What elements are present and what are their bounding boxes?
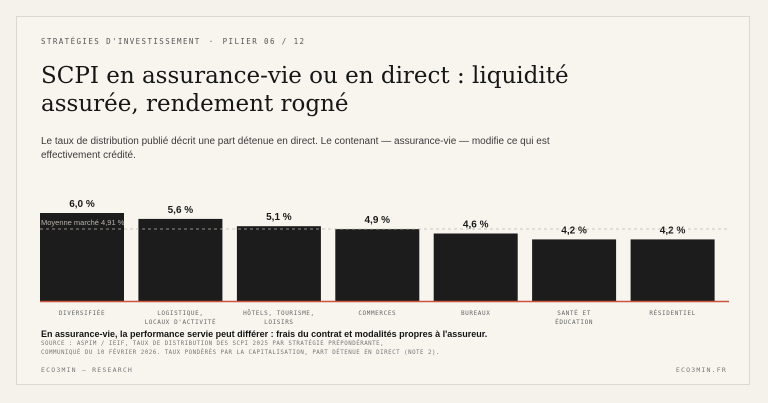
bar-value-label-5: 4,2 % (561, 225, 587, 236)
subtitle: Le taux de distribution publié décrit un… (41, 136, 550, 161)
category-label-5-1: ÉDUCATION (555, 318, 593, 326)
category-label-5-0: SANTÉ ET (557, 309, 591, 317)
bar-value-label-1: 5,6 % (168, 205, 194, 216)
bar-value-label-2: 5,1 % (266, 212, 292, 223)
footer-site: eco3min.fr (675, 366, 727, 374)
bar-4 (433, 233, 518, 301)
category-label-2-1: LOISIRS (264, 319, 294, 326)
bar-3 (335, 229, 420, 301)
bar-value-label-0: 6,0 % (69, 199, 95, 210)
footer-brand: Eco3min — Research (41, 366, 134, 374)
category-label-3-0: COMMERCES (358, 310, 396, 317)
category-label-1-0: LOGISTIQUE, (157, 310, 203, 317)
category-label-6-0: RÉSIDENTIEL (649, 309, 695, 317)
source-line-1: Source : ASPIM / IEIF, taux de distribut… (41, 341, 385, 347)
source-note: Source : ASPIM / IEIF, taux de distribut… (41, 340, 691, 358)
bar-1 (138, 218, 223, 301)
source-line-2: communiqué du 10 février 2026. Taux pond… (41, 350, 441, 356)
chart-card: Stratégies d'investissement · Pilier 06 / … (16, 16, 750, 385)
kicker-right: Pilier 06 / 12 (222, 37, 306, 46)
kicker-left: Stratégies d'investissement (41, 37, 201, 46)
bar-value-label-3: 4,9 % (365, 215, 391, 226)
kicker: Stratégies d'investissement · Pilier 06 / … (41, 37, 305, 46)
bar-5 (532, 239, 617, 301)
bar-0 (40, 213, 124, 301)
kicker-separator: · (208, 37, 215, 46)
bar-value-label-4: 4,6 % (463, 220, 489, 231)
category-label-1-1: LOCAUX D'ACTIVITÉ (145, 318, 217, 326)
bar-chart: 6,0 % DIVERSIFIÉE 5,6 % LOGISTIQUE,LOCAUX D… (40, 199, 729, 326)
page-title: SCPI en assurance-vie ou en direct : liq… (41, 63, 569, 117)
bar-6 (630, 239, 715, 301)
category-label-4-0: BUREAUX (461, 310, 491, 317)
category-label-0-0: DIVERSIFIÉE (59, 309, 105, 317)
reference-line-label: Moyenne marché 4,91 % (41, 218, 125, 227)
bar-value-label-6: 4,2 % (660, 225, 686, 236)
chart-note: En assurance-vie, la performance servie … (41, 329, 488, 339)
bar-2 (236, 226, 321, 301)
category-label-2-0: HÔTELS, TOURISME, (243, 310, 315, 317)
